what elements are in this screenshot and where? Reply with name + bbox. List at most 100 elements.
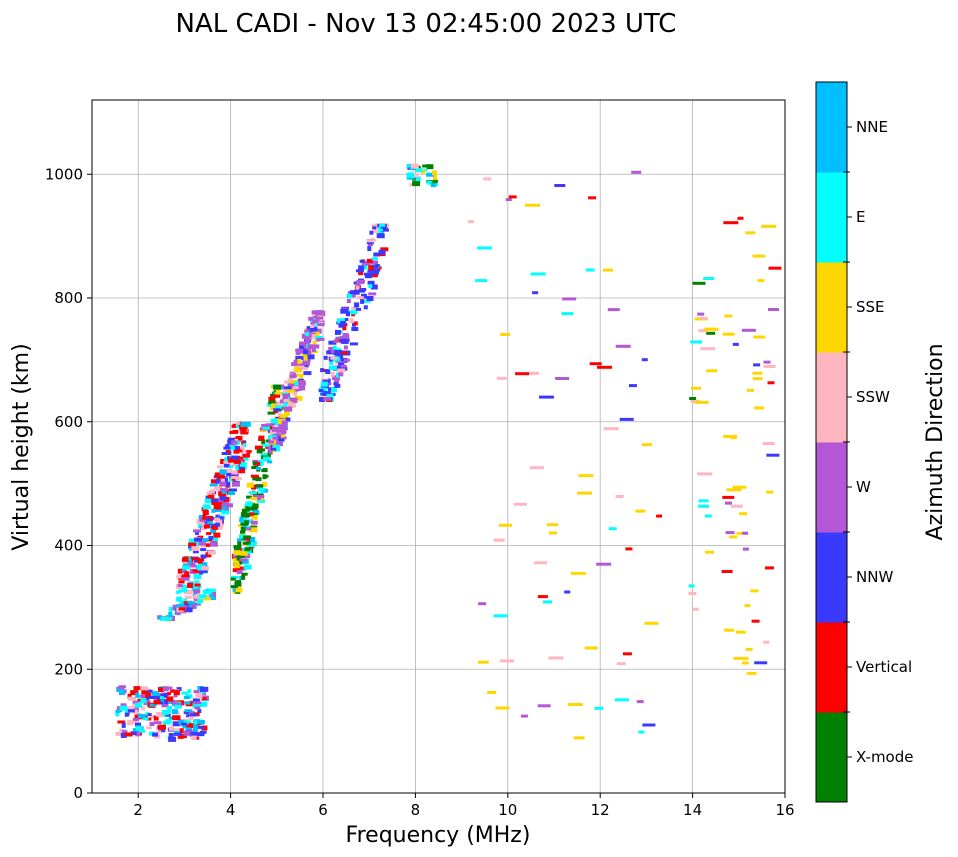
echo-point (690, 340, 703, 344)
echo-point (181, 605, 189, 609)
echo-point (539, 395, 554, 399)
echo-point (233, 558, 240, 564)
echo-point (207, 515, 214, 521)
echo-point (625, 547, 633, 551)
echo-point (588, 196, 597, 200)
echo-point (298, 369, 303, 373)
echo-point (279, 427, 287, 433)
echo-point (406, 164, 412, 168)
echo-point (350, 342, 358, 346)
echo-point (167, 706, 172, 709)
echo-point (168, 725, 174, 731)
echo-point (171, 709, 178, 715)
echo-point (243, 450, 252, 454)
echo-point (161, 710, 169, 715)
echo-point (221, 505, 229, 510)
echo-point (297, 358, 302, 364)
y-tick-label: 200 (54, 660, 83, 678)
echo-point (362, 299, 371, 303)
echo-point (333, 339, 340, 343)
echo-point (692, 281, 706, 285)
y-tick-label: 0 (73, 784, 83, 802)
echo-point (366, 296, 374, 301)
echo-point (312, 347, 316, 353)
echo-point (733, 656, 749, 660)
echo-point (725, 531, 735, 535)
echo-point (302, 345, 310, 349)
echo-point (603, 427, 619, 431)
echo-point (275, 404, 283, 409)
echo-point (187, 589, 193, 595)
echo-point (197, 524, 202, 529)
echo-point (250, 474, 259, 478)
echo-point (135, 692, 140, 698)
echo-point (244, 547, 251, 552)
echo-point (328, 365, 337, 370)
echo-point (293, 390, 298, 396)
echo-point (642, 723, 656, 727)
echo-point (235, 421, 240, 425)
echo-point (369, 230, 374, 235)
echo-point (317, 323, 325, 327)
echo-point (238, 448, 245, 453)
echo-point (585, 268, 595, 272)
echo-point (307, 354, 315, 360)
echo-point (117, 686, 125, 691)
echo-point (528, 371, 539, 375)
echo-point (700, 316, 708, 320)
echo-point (356, 280, 361, 286)
echo-point (698, 329, 709, 333)
echo-point (177, 584, 183, 588)
echo-point (120, 703, 127, 708)
echo-point (303, 347, 311, 352)
echo-point (361, 293, 367, 299)
echo-point (294, 395, 303, 401)
echo-point (231, 455, 239, 459)
echo-point (200, 538, 209, 543)
echo-point (723, 221, 739, 225)
echo-point (152, 693, 161, 697)
echo-point (241, 441, 246, 446)
echo-point (281, 420, 288, 426)
echo-point (597, 365, 612, 369)
echo-point (406, 176, 415, 180)
echo-point (263, 456, 270, 462)
echo-point (275, 391, 284, 395)
echo-point (496, 376, 507, 380)
echo-point (272, 426, 280, 432)
echo-point (370, 274, 378, 278)
echo-point (299, 341, 306, 346)
echo-point (750, 589, 759, 593)
echo-point (276, 433, 281, 438)
echo-point (500, 333, 511, 336)
echo-point (631, 170, 642, 174)
echo-point (311, 344, 320, 349)
echo-point (323, 355, 328, 360)
echo-point (224, 457, 230, 462)
echo-point (262, 481, 268, 487)
echo-point (185, 727, 191, 733)
echo-point (160, 616, 168, 621)
echo-point (360, 298, 365, 304)
colorbar-segment-nne (816, 82, 847, 173)
echo-point (315, 316, 324, 320)
echo-point (366, 258, 373, 263)
echo-point (322, 391, 331, 397)
echo-point (252, 477, 258, 481)
echo-point (182, 565, 191, 570)
echo-point (173, 690, 180, 696)
echo-point (323, 396, 332, 401)
echo-point (243, 452, 250, 458)
echo-point (280, 434, 285, 438)
echo-point (124, 732, 133, 737)
echo-point (614, 698, 629, 702)
echo-point (303, 371, 312, 376)
echo-point (318, 389, 324, 392)
echo-point (248, 491, 257, 495)
echo-point (233, 550, 241, 556)
data-points (115, 163, 782, 742)
echo-point (184, 701, 191, 705)
echo-point (691, 386, 701, 390)
echo-point (248, 528, 257, 533)
echo-point (373, 265, 379, 269)
